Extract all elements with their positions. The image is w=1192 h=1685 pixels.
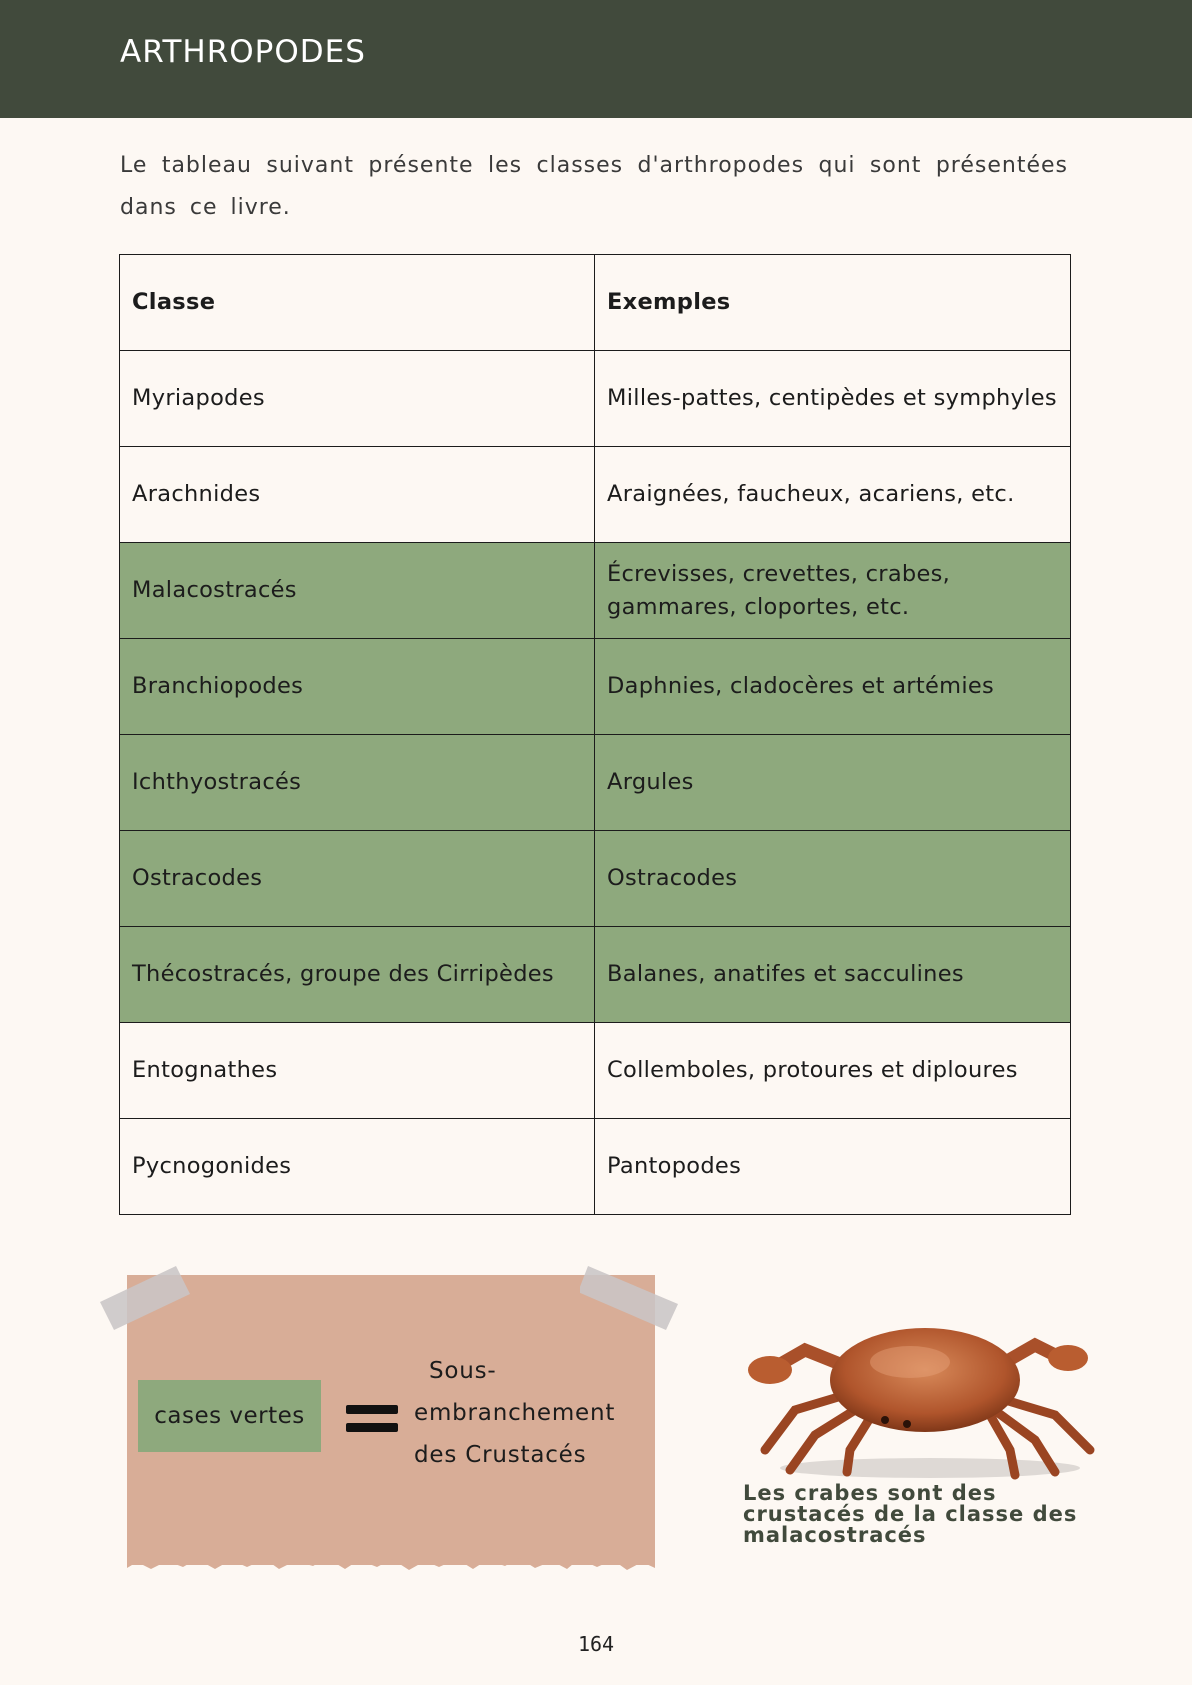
cell-classe: Entognathes [119, 1022, 595, 1119]
cell-exemples: Araignées, faucheux, acariens, etc. [594, 446, 1071, 543]
definition-line: des Crustacés [414, 1442, 587, 1468]
table-row: Entognathes Collemboles, protoures et di… [119, 1022, 1071, 1119]
table-row: Ostracodes Ostracodes [119, 830, 1071, 927]
table-row: Pycnogonides Pantopodes [119, 1118, 1071, 1215]
table-header-row: Classe Exemples [119, 254, 1071, 351]
cell-exemples: Écrevisses, crevettes, crabes, gammares,… [594, 542, 1071, 639]
definition-line: embranchement [414, 1400, 616, 1426]
green-swatch-label: cases vertes [138, 1380, 321, 1452]
cell-classe: Pycnogonides [119, 1118, 595, 1215]
cell-classe: Malacostracés [119, 542, 595, 639]
torn-paper-edge [127, 1550, 655, 1570]
crab-caption: Les crabes sont des crustacés de la clas… [743, 1481, 1078, 1547]
table-row: Thécostracés, groupe des Cirripèdes Bala… [119, 926, 1071, 1023]
cell-exemples: Collemboles, protoures et diploures [594, 1022, 1071, 1119]
cell-exemples: Argules [594, 734, 1071, 831]
cell-classe: Myriapodes [119, 350, 595, 447]
page-number: 164 [577, 1632, 615, 1656]
cell-classe: Ostracodes [119, 830, 595, 927]
table-row: Ichthyostracés Argules [119, 734, 1071, 831]
chapter-title: ARTHROPODES [120, 34, 366, 70]
cell-classe: Branchiopodes [119, 638, 595, 735]
column-header-classe: Classe [119, 254, 595, 351]
page-header: ARTHROPODES [0, 0, 1192, 118]
cell-classe: Ichthyostracés [119, 734, 595, 831]
table-row: Myriapodes Milles-pattes, centipèdes et … [119, 350, 1071, 447]
cell-exemples: Milles-pattes, centipèdes et symphyles [594, 350, 1071, 447]
definition-line: Sous- [429, 1358, 497, 1384]
crab-icon [748, 1328, 1095, 1480]
intro-paragraph: Le tableau suivant présente les classes … [120, 153, 1068, 220]
legend-definition: Sous- embranchement des Crustacés [414, 1350, 654, 1476]
tape-left [100, 1266, 190, 1330]
cell-exemples: Ostracodes [594, 830, 1071, 927]
table-row: Branchiopodes Daphnies, cladocères et ar… [119, 638, 1071, 735]
equals-icon [346, 1405, 398, 1441]
column-header-exemples: Exemples [594, 254, 1071, 351]
tape-right [580, 1266, 678, 1330]
cell-exemples: Balanes, anatifes et sacculines [594, 926, 1071, 1023]
arthropod-classes-table: Classe Exemples Myriapodes Milles-pattes… [119, 254, 1071, 1215]
cell-exemples: Pantopodes [594, 1118, 1071, 1215]
cell-classe: Arachnides [119, 446, 595, 543]
table-row: Malacostracés Écrevisses, crevettes, cra… [119, 542, 1071, 639]
table-row: Arachnides Araignées, faucheux, acariens… [119, 446, 1071, 543]
cell-classe: Thécostracés, groupe des Cirripèdes [119, 926, 595, 1023]
cell-exemples: Daphnies, cladocères et artémies [594, 638, 1071, 735]
